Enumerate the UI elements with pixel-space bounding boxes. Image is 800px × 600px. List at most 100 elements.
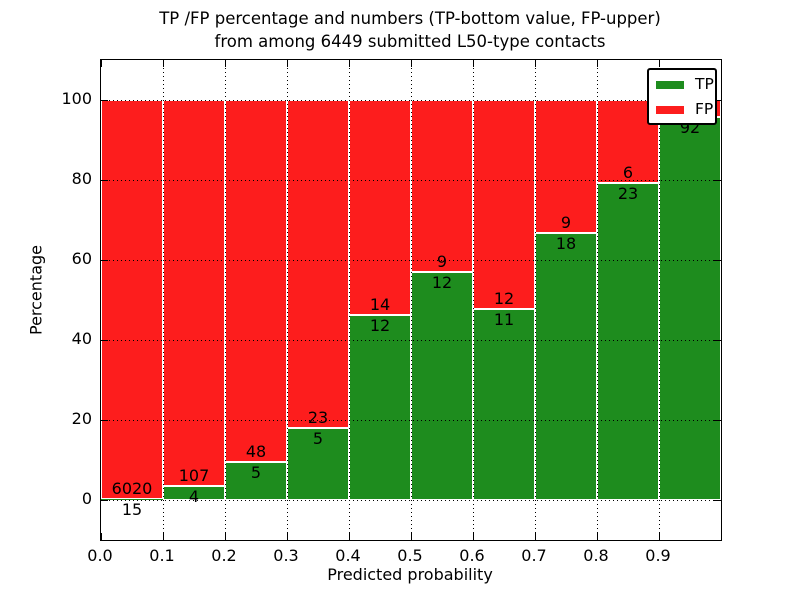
y-tick-label: 0 [81, 489, 92, 508]
x-tick-label: 0.0 [87, 546, 113, 565]
x-tick-mark [597, 533, 598, 540]
y-tick-mark [714, 100, 721, 101]
x-tick-mark [535, 60, 536, 67]
x-tick-mark [101, 60, 102, 67]
fp-count-label: 48 [245, 442, 267, 462]
v-gridline [473, 60, 474, 540]
legend-entry-fp: FP [656, 100, 713, 119]
tp-count-label: 5 [250, 463, 262, 483]
y-tick-mark [714, 260, 721, 261]
legend-label-tp: TP [695, 75, 714, 93]
tp-count-label: 5 [312, 429, 324, 449]
chart-title-line1: TP /FP percentage and numbers (TP-bottom… [159, 9, 661, 28]
x-tick-mark [349, 60, 350, 67]
fp-bar-segment [287, 100, 349, 429]
x-tick-mark [163, 60, 164, 67]
tp-count-label: 12 [369, 316, 391, 336]
plot-area: TP FP 6020 15 107 4 48 5 23 5 14 12 9 12 12 11 9 18 6 23 92 [100, 59, 722, 541]
fp-count-label: 6 [622, 162, 634, 182]
y-tick-mark [714, 180, 721, 181]
v-gridline [349, 60, 350, 540]
x-tick-mark [287, 60, 288, 67]
y-tick-mark [714, 500, 721, 501]
y-tick-mark [101, 340, 108, 341]
chart-title-line2: from among 6449 submitted L50-type conta… [214, 32, 606, 51]
fp-bar-segment [535, 100, 597, 234]
legend-swatch-fp [656, 105, 684, 114]
fp-bar-segment [101, 100, 163, 499]
x-tick-label: 0.3 [273, 546, 299, 565]
y-tick-mark [101, 180, 108, 181]
tp-bar-segment [597, 182, 659, 500]
y-tick-label: 40 [71, 329, 92, 348]
y-tick-label: 20 [71, 409, 92, 428]
x-tick-mark [349, 533, 350, 540]
fp-count-label: 6020 [111, 479, 153, 498]
x-tick-mark [101, 533, 102, 540]
legend: TP FP [647, 68, 717, 125]
x-tick-label: 0.5 [397, 546, 423, 565]
fp-bar-segment [163, 100, 225, 486]
v-gridline [659, 60, 660, 540]
x-tick-mark [535, 533, 536, 540]
x-tick-mark [721, 533, 722, 540]
x-tick-mark [659, 60, 660, 67]
x-tick-mark [225, 60, 226, 67]
tp-bar-segment [535, 233, 597, 500]
x-tick-label: 0.9 [645, 546, 671, 565]
fp-count-label: 23 [307, 408, 329, 428]
x-tick-label: 0.6 [459, 546, 485, 565]
x-tick-mark [721, 60, 722, 67]
v-gridline [287, 60, 288, 540]
tp-count-label: 4 [188, 486, 200, 506]
y-tick-label: 60 [71, 249, 92, 268]
x-tick-mark [411, 533, 412, 540]
fp-bar-segment [225, 100, 287, 463]
tp-count-label: 18 [555, 234, 577, 254]
tp-bar-segment [473, 308, 535, 500]
x-tick-mark [473, 533, 474, 540]
y-tick-mark [101, 500, 108, 501]
tp-bar-segment [349, 315, 411, 500]
fp-count-label: 9 [560, 213, 572, 233]
x-tick-label: 0.2 [211, 546, 237, 565]
fp-count-label: 14 [369, 295, 391, 315]
y-tick-mark [101, 260, 108, 261]
tp-count-label: 15 [121, 500, 143, 519]
fp-count-label: 107 [178, 465, 210, 485]
fp-count-label: 9 [436, 251, 448, 271]
fp-bar-segment [473, 100, 535, 309]
x-tick-label: 0.8 [583, 546, 609, 565]
v-gridline [597, 60, 598, 540]
tp-count-label: 11 [493, 309, 515, 329]
legend-label-fp: FP [695, 100, 714, 118]
tp-count-label: 12 [431, 272, 453, 292]
v-gridline [411, 60, 412, 540]
tp-bar-segment [287, 428, 349, 500]
x-tick-mark [473, 60, 474, 67]
y-tick-mark [101, 420, 108, 421]
x-axis-label: Predicted probability [327, 565, 493, 584]
x-tick-mark [597, 60, 598, 67]
y-tick-mark [714, 420, 721, 421]
tp-bar-segment [411, 271, 473, 500]
v-gridline [163, 60, 164, 540]
v-gridline [535, 60, 536, 540]
tp-bar-segment [659, 116, 721, 500]
y-tick-mark [714, 340, 721, 341]
y-tick-label: 80 [71, 169, 92, 188]
x-tick-mark [225, 533, 226, 540]
legend-swatch-tp [656, 80, 684, 89]
tp-count-label: 23 [617, 183, 639, 203]
fp-bar-segment [411, 100, 473, 272]
chart-title: TP /FP percentage and numbers (TP-bottom… [100, 7, 720, 53]
tp-bar-segment [225, 462, 287, 500]
x-tick-mark [659, 533, 660, 540]
x-tick-mark [287, 533, 288, 540]
v-gridline [225, 60, 226, 540]
fp-bar-segment [349, 100, 411, 316]
x-tick-label: 0.1 [149, 546, 175, 565]
x-tick-mark [163, 533, 164, 540]
x-tick-mark [411, 60, 412, 67]
